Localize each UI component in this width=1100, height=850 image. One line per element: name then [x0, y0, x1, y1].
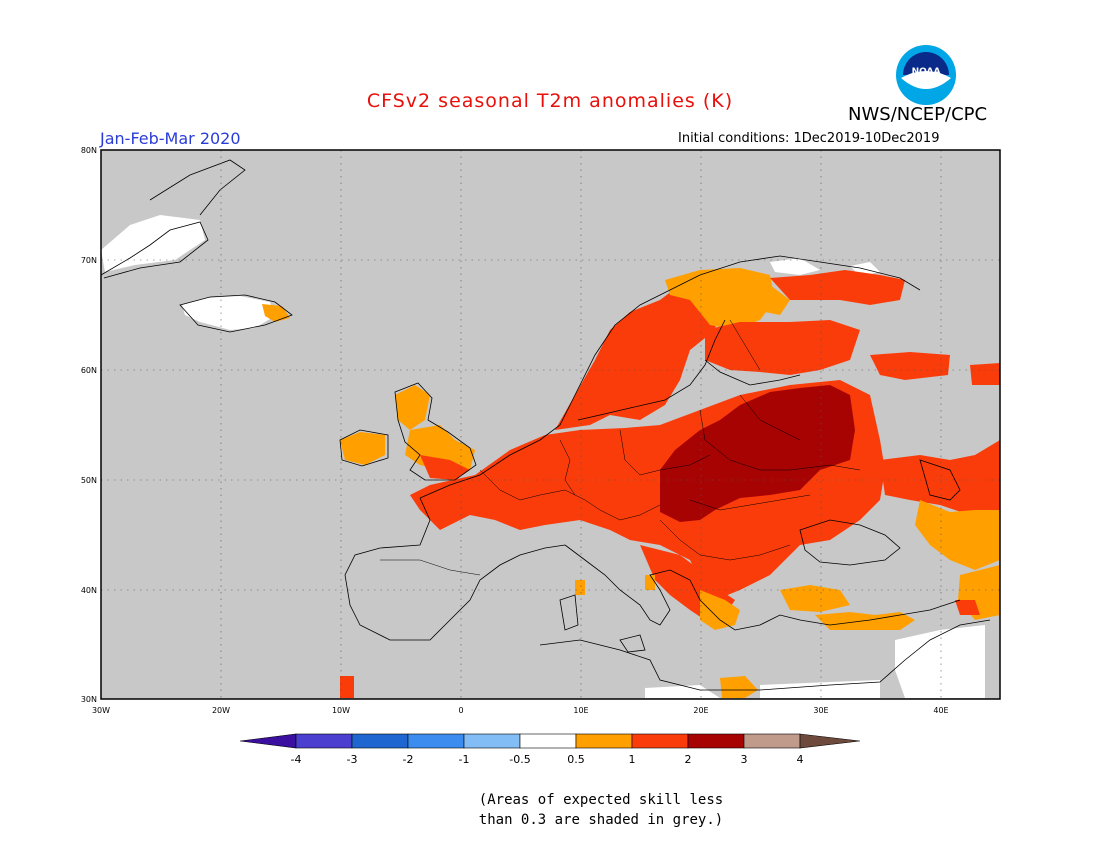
lat-tick-labels: 30N 40N 50N 60N 70N 80N: [81, 146, 97, 704]
colorbar-ticks: -4 -3 -2 -1 -0.5 0.5 1 2 3 4: [291, 753, 804, 766]
colorbar-tick-label: 3: [741, 753, 748, 766]
anomaly-shading: [101, 215, 1000, 698]
colorbar-tick-label: -3: [347, 753, 358, 766]
colorbar-seg-1: [295, 733, 353, 749]
colorbar-seg-8: [687, 733, 745, 749]
colorbar-seg-6: [575, 733, 633, 749]
noaa-logo-text: NOAA: [912, 67, 941, 77]
colorbar-seg-3: [407, 733, 465, 749]
footnote-line: (Areas of expected skill less: [478, 792, 724, 808]
colorbar-seg-9: [743, 733, 801, 749]
lon-tick-label: 40E: [933, 706, 948, 715]
lon-tick-label: 0: [458, 706, 463, 715]
season-label: Jan-Feb-Mar 2020: [100, 129, 241, 148]
colorbar-seg-10: [799, 733, 861, 749]
colorbar-seg-5: [519, 733, 577, 749]
lat-tick-label: 30N: [81, 695, 97, 704]
colorbar-tick-label: 0.5: [567, 753, 585, 766]
lon-tick-label: 10E: [573, 706, 588, 715]
noaa-logo-icon: NOAA: [896, 45, 956, 105]
skill-footnote: (Areas of expected skill less than 0.3 a…: [476, 790, 726, 830]
colorbar-seg-7: [631, 733, 689, 749]
lat-tick-label: 60N: [81, 366, 97, 375]
colorbar-seg-0: [239, 733, 297, 749]
lon-tick-labels: 30W 20W 10W 0 10E 20E 30E 40E: [92, 706, 949, 715]
colorbar-seg-2: [351, 733, 409, 749]
country-borders: [380, 319, 861, 576]
colorbar-tick-label: -2: [403, 753, 414, 766]
map-frame: [100, 149, 1001, 700]
colorbar-seg-4: [463, 733, 521, 749]
graticule: [101, 150, 1000, 699]
footnote-line: than 0.3 are shaded in grey.): [478, 812, 724, 828]
colorbar-tick-label: -4: [291, 753, 302, 766]
lat-tick-label: 80N: [81, 146, 97, 155]
colorbar: [239, 733, 861, 749]
lon-tick-label: 20E: [693, 706, 708, 715]
lat-tick-label: 50N: [81, 476, 97, 485]
lat-tick-label: 40N: [81, 586, 97, 595]
org-label: NWS/NCEP/CPC: [848, 104, 988, 125]
colorbar-tick-label: 1: [629, 753, 636, 766]
colorbar-tick-label: -1: [459, 753, 470, 766]
initial-conditions-label: Initial conditions: 1Dec2019-10Dec2019: [678, 131, 940, 146]
chart-title: CFSv2 seasonal T2m anomalies (K): [366, 90, 734, 112]
lon-tick-label: 30E: [813, 706, 828, 715]
colorbar-tick-label: 2: [685, 753, 692, 766]
colorbar-tick-label: -0.5: [509, 753, 530, 766]
colorbar-tick-label: 4: [797, 753, 804, 766]
lon-tick-label: 30W: [92, 706, 110, 715]
lat-tick-label: 70N: [81, 256, 97, 265]
coastlines: [100, 159, 991, 691]
lon-tick-label: 10W: [332, 706, 350, 715]
lon-tick-label: 20W: [212, 706, 230, 715]
